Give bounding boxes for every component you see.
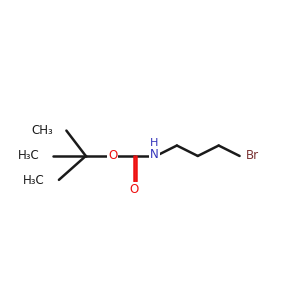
Text: O: O [129,183,138,196]
Text: O: O [108,149,117,163]
Text: N: N [150,148,159,161]
Text: Br: Br [246,149,259,163]
Text: CH₃: CH₃ [31,124,53,137]
Text: H₃C: H₃C [23,174,45,187]
Text: H: H [150,138,159,148]
Text: H₃C: H₃C [18,149,40,163]
